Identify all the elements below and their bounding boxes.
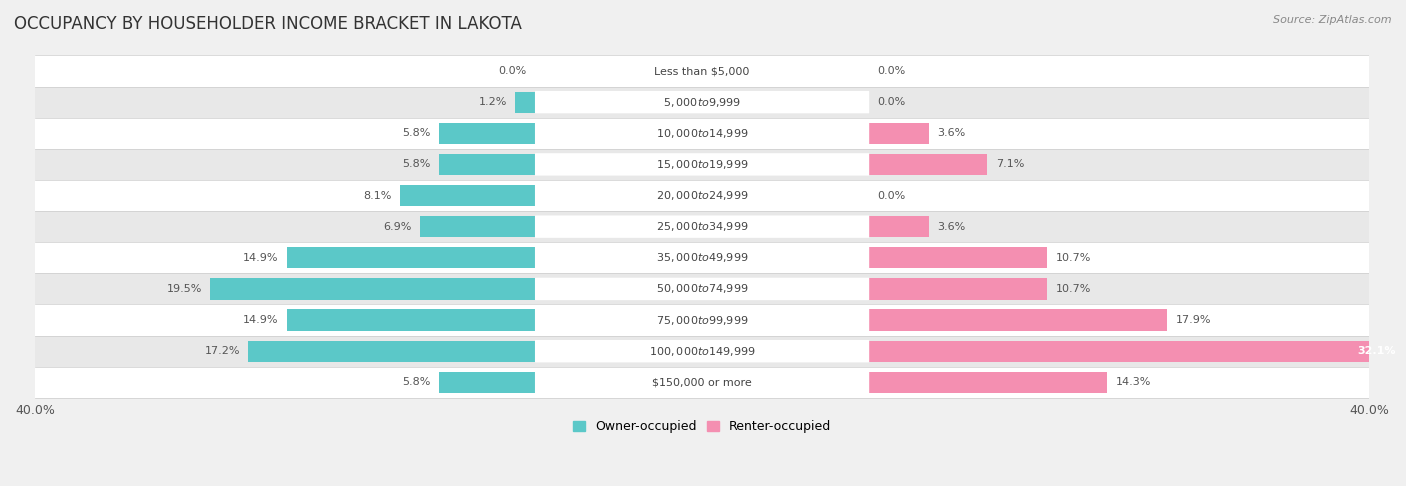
FancyBboxPatch shape — [534, 184, 869, 207]
Text: 14.9%: 14.9% — [243, 253, 278, 263]
Text: OCCUPANCY BY HOUSEHOLDER INCOME BRACKET IN LAKOTA: OCCUPANCY BY HOUSEHOLDER INCOME BRACKET … — [14, 15, 522, 33]
Bar — [401, 185, 536, 206]
FancyBboxPatch shape — [534, 91, 869, 113]
Bar — [439, 372, 536, 393]
Text: 19.5%: 19.5% — [166, 284, 201, 294]
Text: Less than $5,000: Less than $5,000 — [654, 66, 749, 76]
Text: 3.6%: 3.6% — [938, 128, 966, 138]
Bar — [35, 149, 1369, 180]
Text: $75,000 to $99,999: $75,000 to $99,999 — [655, 313, 748, 327]
FancyBboxPatch shape — [534, 309, 869, 331]
Text: $50,000 to $74,999: $50,000 to $74,999 — [655, 282, 748, 295]
Text: 5.8%: 5.8% — [402, 377, 430, 387]
Text: 6.9%: 6.9% — [384, 222, 412, 232]
Text: 10.7%: 10.7% — [1056, 284, 1091, 294]
Bar — [869, 122, 929, 144]
Text: $25,000 to $34,999: $25,000 to $34,999 — [655, 220, 748, 233]
Bar — [869, 247, 1047, 268]
Bar — [35, 180, 1369, 211]
Bar — [35, 87, 1369, 118]
Text: 0.0%: 0.0% — [877, 66, 905, 76]
Text: $150,000 or more: $150,000 or more — [652, 377, 752, 387]
Bar — [869, 341, 1405, 362]
Bar — [35, 367, 1369, 398]
Text: 3.6%: 3.6% — [938, 222, 966, 232]
Bar — [35, 211, 1369, 242]
Text: 32.1%: 32.1% — [1357, 346, 1396, 356]
FancyBboxPatch shape — [534, 215, 869, 238]
Legend: Owner-occupied, Renter-occupied: Owner-occupied, Renter-occupied — [568, 415, 837, 438]
FancyBboxPatch shape — [534, 60, 869, 82]
Text: 5.8%: 5.8% — [402, 159, 430, 170]
Bar — [287, 247, 536, 268]
Bar — [515, 91, 536, 113]
Bar — [869, 216, 929, 237]
Bar — [869, 154, 987, 175]
Text: 5.8%: 5.8% — [402, 128, 430, 138]
FancyBboxPatch shape — [534, 246, 869, 269]
Text: 10.7%: 10.7% — [1056, 253, 1091, 263]
FancyBboxPatch shape — [534, 122, 869, 144]
Text: 17.2%: 17.2% — [205, 346, 240, 356]
Bar — [869, 310, 1167, 330]
Bar — [35, 118, 1369, 149]
FancyBboxPatch shape — [534, 153, 869, 175]
FancyBboxPatch shape — [534, 371, 869, 394]
Text: 0.0%: 0.0% — [877, 97, 905, 107]
Bar — [869, 278, 1047, 299]
Text: 8.1%: 8.1% — [364, 191, 392, 201]
Text: 0.0%: 0.0% — [877, 191, 905, 201]
Bar — [35, 242, 1369, 273]
Text: $10,000 to $14,999: $10,000 to $14,999 — [655, 127, 748, 140]
Bar — [35, 336, 1369, 367]
Text: 0.0%: 0.0% — [499, 66, 527, 76]
Text: $20,000 to $24,999: $20,000 to $24,999 — [655, 189, 748, 202]
Bar — [35, 273, 1369, 305]
Text: $100,000 to $149,999: $100,000 to $149,999 — [648, 345, 755, 358]
Text: 14.9%: 14.9% — [243, 315, 278, 325]
Bar — [439, 122, 536, 144]
Bar — [35, 55, 1369, 87]
Text: $35,000 to $49,999: $35,000 to $49,999 — [655, 251, 748, 264]
Bar — [35, 305, 1369, 336]
Bar — [420, 216, 536, 237]
Text: 7.1%: 7.1% — [995, 159, 1024, 170]
FancyBboxPatch shape — [534, 340, 869, 363]
Text: 14.3%: 14.3% — [1116, 377, 1152, 387]
Bar — [869, 372, 1108, 393]
Text: 17.9%: 17.9% — [1175, 315, 1211, 325]
Bar — [287, 310, 536, 330]
Text: 1.2%: 1.2% — [478, 97, 508, 107]
Bar — [249, 341, 536, 362]
Bar — [439, 154, 536, 175]
Text: $15,000 to $19,999: $15,000 to $19,999 — [655, 158, 748, 171]
Text: Source: ZipAtlas.com: Source: ZipAtlas.com — [1274, 15, 1392, 25]
Text: $5,000 to $9,999: $5,000 to $9,999 — [662, 96, 741, 109]
FancyBboxPatch shape — [534, 278, 869, 300]
Bar — [209, 278, 536, 299]
